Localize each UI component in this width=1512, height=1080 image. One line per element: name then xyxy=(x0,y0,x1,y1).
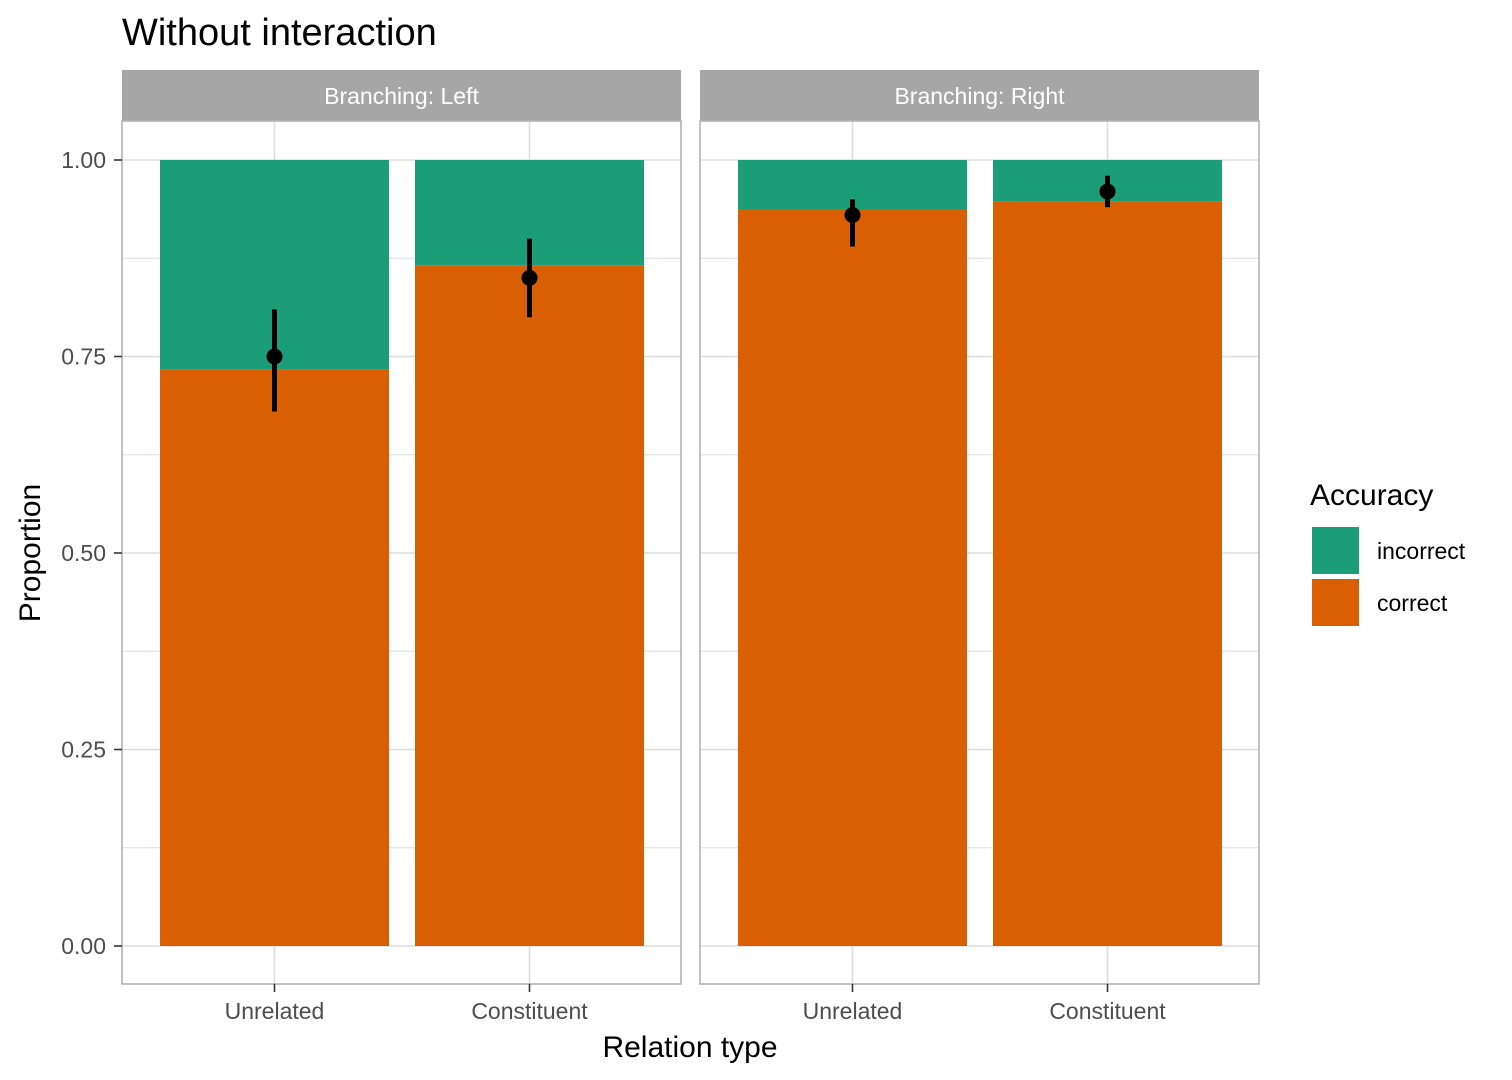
chart-title: Without interaction xyxy=(122,12,437,54)
bar-correct xyxy=(993,201,1222,946)
estimate-point xyxy=(1099,183,1116,200)
legend-key-correct xyxy=(1312,579,1359,626)
y-tick-label: 0.25 xyxy=(61,737,106,763)
legend-label-correct: correct xyxy=(1377,590,1448,616)
y-tick-label: 0.50 xyxy=(61,540,106,566)
y-tick-label: 1.00 xyxy=(61,147,106,173)
legend: Accuracy incorrect correct xyxy=(1310,479,1466,626)
x-tick-label: Unrelated xyxy=(803,998,903,1024)
y-tick-label: 0.75 xyxy=(61,344,106,370)
facet-strip-label: Branching: Right xyxy=(894,83,1065,109)
bar-correct xyxy=(415,265,644,947)
estimate-point xyxy=(266,348,283,365)
facet-strip-label: Branching: Left xyxy=(324,83,479,109)
y-axis-title: Proportion xyxy=(14,484,47,622)
panel-border xyxy=(699,120,1260,985)
y-axis: 0.00 0.25 0.50 0.75 1.00 xyxy=(61,147,122,959)
x-axis-title: Relation type xyxy=(602,1031,777,1064)
facet-panel: Branching: Left Unrelated Constituent xyxy=(121,70,682,1024)
facet-strip xyxy=(122,70,681,121)
legend-key-incorrect xyxy=(1312,527,1359,574)
legend-title: Accuracy xyxy=(1310,479,1433,512)
y-tick-label: 0.00 xyxy=(61,933,106,959)
facet-strip xyxy=(700,70,1259,121)
x-tick-label: Unrelated xyxy=(225,998,325,1024)
x-tick-label: Constituent xyxy=(1049,998,1166,1024)
bar-correct xyxy=(738,209,967,946)
estimate-point xyxy=(844,207,861,224)
legend-label-incorrect: incorrect xyxy=(1377,538,1466,564)
bar-correct xyxy=(160,369,389,946)
x-tick-label: Constituent xyxy=(471,998,588,1024)
facet-panel: Branching: Right Unrelated Constituent xyxy=(699,70,1260,1024)
estimate-point xyxy=(521,269,538,286)
